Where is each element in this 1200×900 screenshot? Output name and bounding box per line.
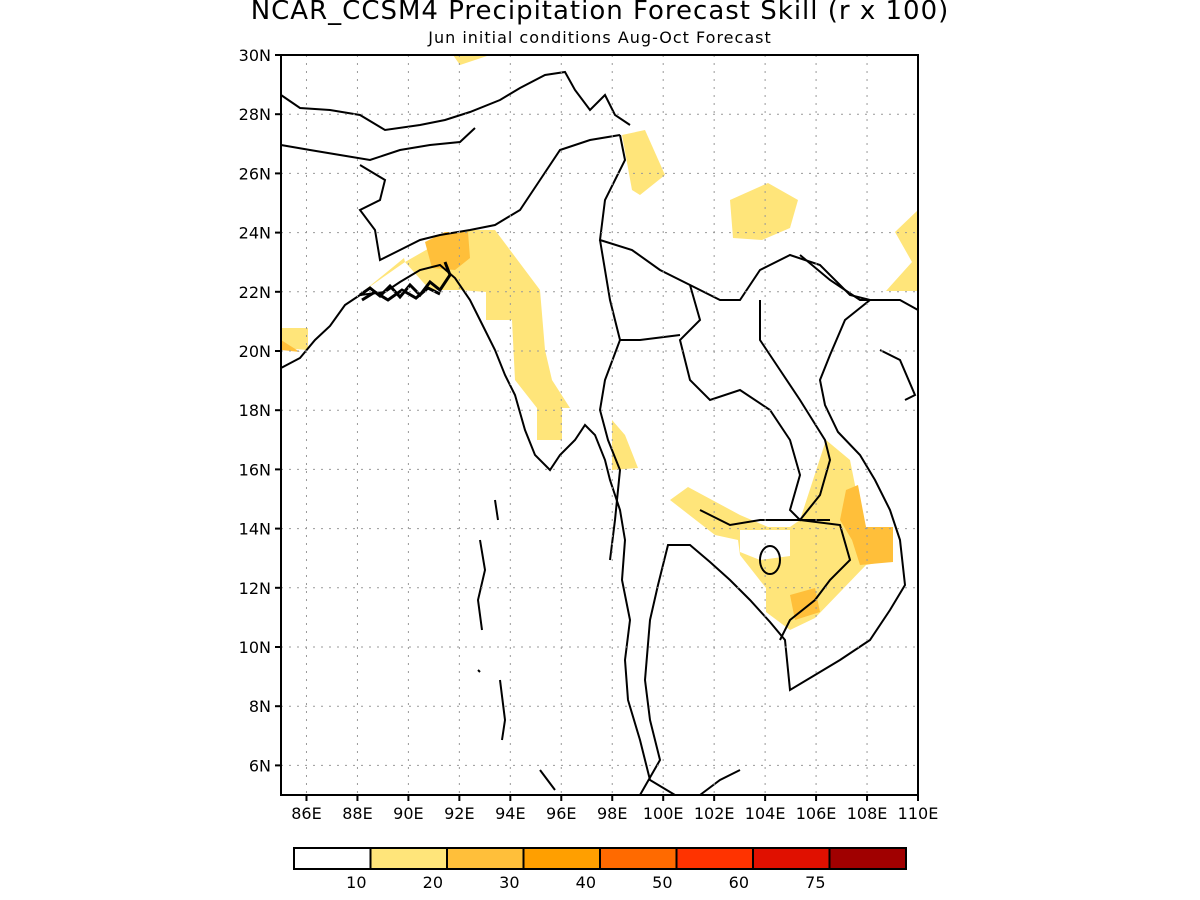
lon-tick-label: 104E [745, 804, 786, 823]
colorbar-label: 10 [346, 873, 366, 892]
lon-tick-label: 94E [495, 804, 525, 823]
sundarbans-coast [359, 261, 452, 302]
skill-region [840, 485, 893, 565]
skill-shading [281, 55, 918, 630]
lat-tick-label: 20N [239, 342, 271, 361]
lat-tick-label: 16N [239, 460, 271, 479]
border-thailand-cambodia [620, 334, 830, 527]
coastlines [280, 70, 919, 796]
map-axes: 30N 28N 26N 24N 22N 20N 18N 16N 14N 12N 10N 8N 6N 86E… [239, 46, 939, 823]
lon-tick-label: 108E [847, 804, 888, 823]
skill-region [425, 232, 470, 270]
lon-tick-label: 98E [597, 804, 627, 823]
map-subtitle: Jun initial conditions Aug-Oct Forecast [428, 28, 772, 47]
border-bangladesh [358, 134, 621, 262]
lon-tick-label: 88E [342, 804, 372, 823]
coastline-indochina [639, 299, 919, 796]
lon-tick-label: 100E [643, 804, 684, 823]
skill-region [730, 183, 798, 240]
skill-region [453, 55, 490, 65]
border-myanmar-china [598, 134, 871, 301]
lat-tick-label: 22N [239, 283, 271, 302]
lat-tick-label: 26N [239, 164, 271, 183]
colorbar-swatch [293, 847, 372, 870]
lat-tick-label: 24N [239, 224, 271, 243]
colorbar-label: 75 [805, 873, 825, 892]
lat-tick-label: 8N [249, 697, 271, 716]
sri-lanka-andaman-islands [476, 499, 507, 741]
lon-tick-label: 102E [694, 804, 735, 823]
map-gridlines [281, 54, 919, 795]
colorbar-label: 50 [652, 873, 672, 892]
lon-tick-label: 106E [796, 804, 837, 823]
colorbar-swatch [446, 847, 525, 870]
hainan-coast [879, 349, 917, 401]
border-china-vietnam [799, 254, 880, 301]
colorbar-label: 40 [576, 873, 596, 892]
skill-region [622, 130, 665, 195]
colorbar-swatch [522, 847, 601, 870]
colorbar-label: 60 [729, 873, 749, 892]
colorbar-swatch [828, 847, 907, 870]
colorbar-label: 20 [423, 873, 443, 892]
colorbar-label: 30 [499, 873, 519, 892]
lat-tick-label: 12N [239, 579, 271, 598]
skill-region [281, 340, 300, 352]
map-frame [280, 54, 919, 796]
colorbar: 10 20 30 40 50 60 75 [293, 847, 907, 892]
map-title: NCAR_CCSM4 Precipitation Forecast Skill … [250, 0, 950, 26]
lat-tick-label: 18N [239, 401, 271, 420]
border-india-nepal [280, 127, 476, 162]
lon-tick-label: 86E [291, 804, 321, 823]
border-himalaya [280, 70, 631, 132]
colorbar-swatch [599, 847, 678, 870]
colorbar-swatch [752, 847, 831, 870]
lat-tick-label: 28N [239, 105, 271, 124]
lat-tick-label: 14N [239, 520, 271, 539]
tonle-sap-lake [759, 545, 781, 575]
skill-region [886, 210, 918, 291]
lon-tick-label: 96E [546, 804, 576, 823]
colorbar-swatch [369, 847, 448, 870]
lat-tick-label: 30N [239, 46, 271, 65]
skill-region [612, 420, 638, 470]
lon-tick-label: 110E [898, 804, 939, 823]
colorbar-swatch [675, 847, 754, 870]
lon-tick-label: 90E [393, 804, 423, 823]
skill-region [790, 588, 820, 620]
sumatra-malay-coast [539, 769, 741, 796]
lon-tick-label: 92E [444, 804, 474, 823]
skill-region [365, 230, 570, 440]
border-laos [678, 284, 832, 522]
border-cambodia-vietnam [760, 519, 852, 641]
border-myanmar-thailand [598, 239, 622, 561]
coastline-india-east [280, 263, 676, 796]
lat-tick-label: 10N [239, 638, 271, 657]
lat-tick-label: 6N [249, 756, 271, 775]
